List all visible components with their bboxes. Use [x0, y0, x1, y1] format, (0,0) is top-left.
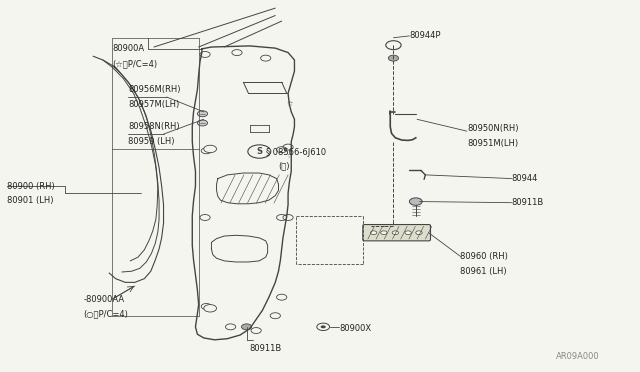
- Circle shape: [197, 111, 207, 117]
- Text: 80961 (LH): 80961 (LH): [461, 267, 507, 276]
- Text: 80956M(RH): 80956M(RH): [129, 85, 181, 94]
- Circle shape: [371, 231, 377, 235]
- Circle shape: [197, 120, 207, 126]
- Circle shape: [386, 41, 401, 49]
- Circle shape: [241, 324, 252, 330]
- Text: 80911B: 80911B: [250, 344, 282, 353]
- Text: 80900 (RH): 80900 (RH): [7, 182, 55, 190]
- Circle shape: [321, 326, 326, 328]
- Text: 80951M(LH): 80951M(LH): [467, 139, 518, 148]
- Text: ☆: ☆: [287, 102, 293, 108]
- Text: 80901 (LH): 80901 (LH): [7, 196, 54, 205]
- Text: AR09A000: AR09A000: [556, 352, 600, 361]
- Text: 80950N(RH): 80950N(RH): [467, 124, 518, 133]
- Circle shape: [204, 145, 216, 153]
- Text: 80944: 80944: [511, 174, 538, 183]
- Text: 80911B: 80911B: [511, 198, 544, 207]
- Text: (☆印P/C=4): (☆印P/C=4): [113, 59, 157, 68]
- Text: 80958N(RH): 80958N(RH): [129, 122, 180, 131]
- Circle shape: [388, 55, 399, 61]
- Circle shape: [405, 231, 412, 235]
- Text: 80944P: 80944P: [410, 31, 441, 41]
- Text: (○印P/C=4): (○印P/C=4): [84, 310, 129, 318]
- Text: 80900A: 80900A: [113, 44, 145, 53]
- Circle shape: [204, 305, 216, 312]
- FancyBboxPatch shape: [363, 225, 431, 241]
- Circle shape: [381, 231, 387, 235]
- Text: § 08566-6J610: § 08566-6J610: [266, 148, 326, 157]
- Text: 80900X: 80900X: [339, 324, 371, 333]
- Text: -80900AA: -80900AA: [84, 295, 125, 304]
- Circle shape: [416, 231, 422, 235]
- Text: 80960 (RH): 80960 (RH): [461, 252, 508, 261]
- Text: 80959 (LH): 80959 (LH): [129, 137, 175, 146]
- Circle shape: [410, 198, 422, 205]
- Text: (ィ): (ィ): [278, 161, 290, 170]
- Text: ☆: ☆: [287, 153, 293, 159]
- Circle shape: [392, 231, 399, 235]
- Text: S: S: [257, 147, 262, 156]
- Text: 80957M(LH): 80957M(LH): [129, 100, 180, 109]
